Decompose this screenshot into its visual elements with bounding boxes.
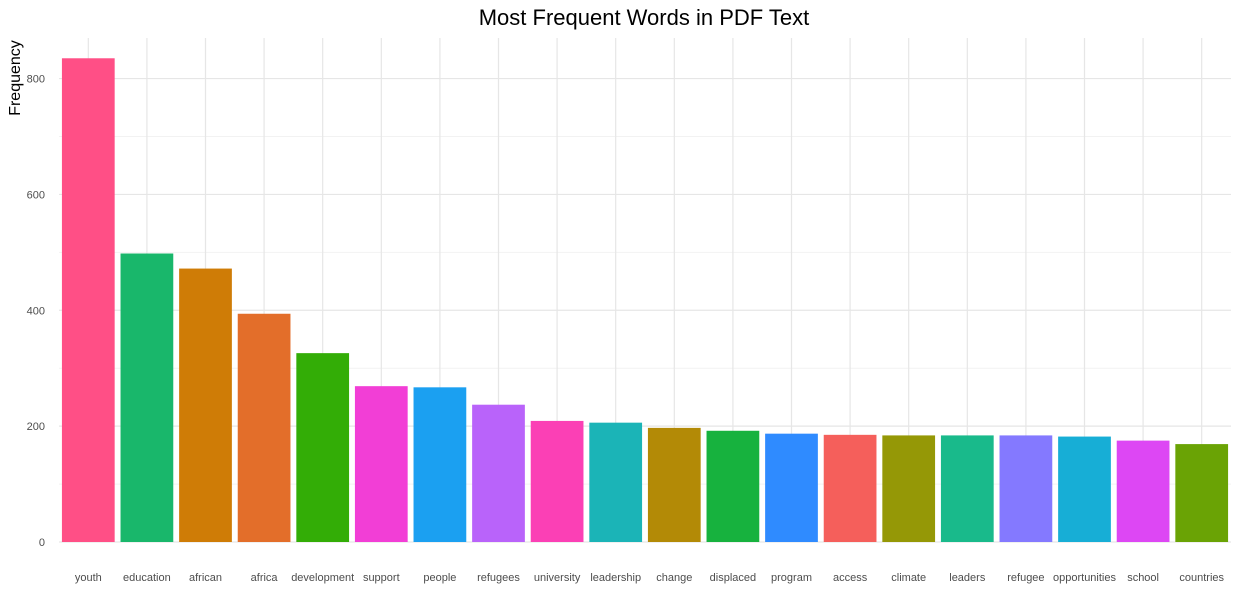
bar-opportunities bbox=[1058, 436, 1111, 542]
bar-leaders bbox=[940, 435, 994, 542]
bar-refugee bbox=[999, 435, 1053, 542]
y-tick-label: 600 bbox=[27, 189, 45, 201]
x-tick-label-leaders: leaders bbox=[949, 572, 986, 584]
bar-university bbox=[530, 420, 584, 542]
x-tick-label-countries: countries bbox=[1179, 572, 1224, 584]
bar-school bbox=[1116, 440, 1170, 542]
x-tick-label-school: school bbox=[1127, 572, 1159, 584]
y-axis-title: Frequency bbox=[7, 40, 24, 116]
bar-youth bbox=[61, 58, 115, 542]
bar-change bbox=[647, 427, 701, 542]
y-tick-label: 800 bbox=[27, 74, 45, 86]
x-tick-label-education: education bbox=[123, 572, 171, 584]
bar-countries bbox=[1175, 444, 1229, 542]
y-tick-label: 200 bbox=[27, 421, 45, 433]
x-tick-label-university: university bbox=[534, 572, 581, 584]
bar-african bbox=[179, 268, 232, 542]
grid-lines bbox=[59, 38, 1231, 543]
bar-climate bbox=[882, 435, 936, 542]
y-tick-label: 0 bbox=[39, 537, 45, 549]
x-tick-label-program: program bbox=[771, 572, 812, 584]
x-tick-label-refugees: refugees bbox=[477, 572, 520, 584]
x-tick-label-displaced: displaced bbox=[710, 572, 756, 584]
y-tick-label: 400 bbox=[27, 305, 45, 317]
chart-title: Most Frequent Words in PDF Text bbox=[479, 5, 810, 30]
x-tick-label-people: people bbox=[423, 572, 456, 584]
x-tick-label-change: change bbox=[656, 572, 692, 584]
bar-displaced bbox=[706, 430, 760, 542]
x-tick-label-africa: africa bbox=[251, 572, 279, 584]
bar-education bbox=[120, 253, 174, 542]
x-tick-label-support: support bbox=[363, 572, 400, 584]
x-tick-label-access: access bbox=[833, 572, 868, 584]
x-tick-label-refugee: refugee bbox=[1007, 572, 1044, 584]
bar-africa bbox=[237, 313, 291, 542]
y-axis-ticks: 0 200 400 600 800 bbox=[27, 74, 45, 549]
bar-program bbox=[765, 433, 818, 542]
bars bbox=[61, 58, 1229, 542]
bar-people bbox=[413, 387, 467, 542]
x-tick-label-african: african bbox=[189, 572, 222, 584]
x-axis-ticks: youth education african africa development su… bbox=[75, 572, 1225, 584]
x-tick-label-climate: climate bbox=[891, 572, 926, 584]
bar-access bbox=[823, 434, 877, 542]
x-tick-label-youth: youth bbox=[75, 572, 102, 584]
x-tick-label-opportunities: opportunities bbox=[1053, 572, 1116, 584]
bar-support bbox=[354, 386, 408, 542]
x-tick-label-leadership: leadership bbox=[590, 572, 641, 584]
x-tick-label-development: development bbox=[291, 572, 354, 584]
bar-refugees bbox=[472, 404, 525, 542]
bar-development bbox=[296, 353, 350, 542]
bar-leadership bbox=[589, 422, 643, 542]
